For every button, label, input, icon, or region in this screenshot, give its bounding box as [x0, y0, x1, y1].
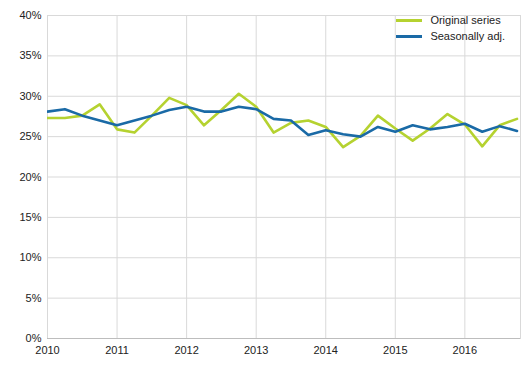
svg-text:40%: 40% [19, 9, 41, 21]
svg-text:2012: 2012 [174, 344, 198, 356]
svg-text:2011: 2011 [105, 344, 129, 356]
svg-text:35%: 35% [19, 49, 41, 61]
svg-text:2014: 2014 [313, 344, 337, 356]
svg-text:0%: 0% [26, 332, 42, 344]
svg-text:20%: 20% [19, 171, 41, 183]
svg-text:2015: 2015 [383, 344, 407, 356]
svg-text:25%: 25% [19, 130, 41, 142]
svg-text:2010: 2010 [35, 344, 59, 356]
svg-text:10%: 10% [19, 251, 41, 263]
html-text:Original series: Original series [430, 14, 501, 26]
svg-text:2013: 2013 [244, 344, 268, 356]
svg-text:5%: 5% [26, 292, 42, 304]
svg-text:2016: 2016 [453, 344, 477, 356]
svg-text:30%: 30% [19, 90, 41, 102]
svg-text:15%: 15% [19, 211, 41, 223]
html-text:Seasonally adj.: Seasonally adj. [430, 30, 505, 42]
